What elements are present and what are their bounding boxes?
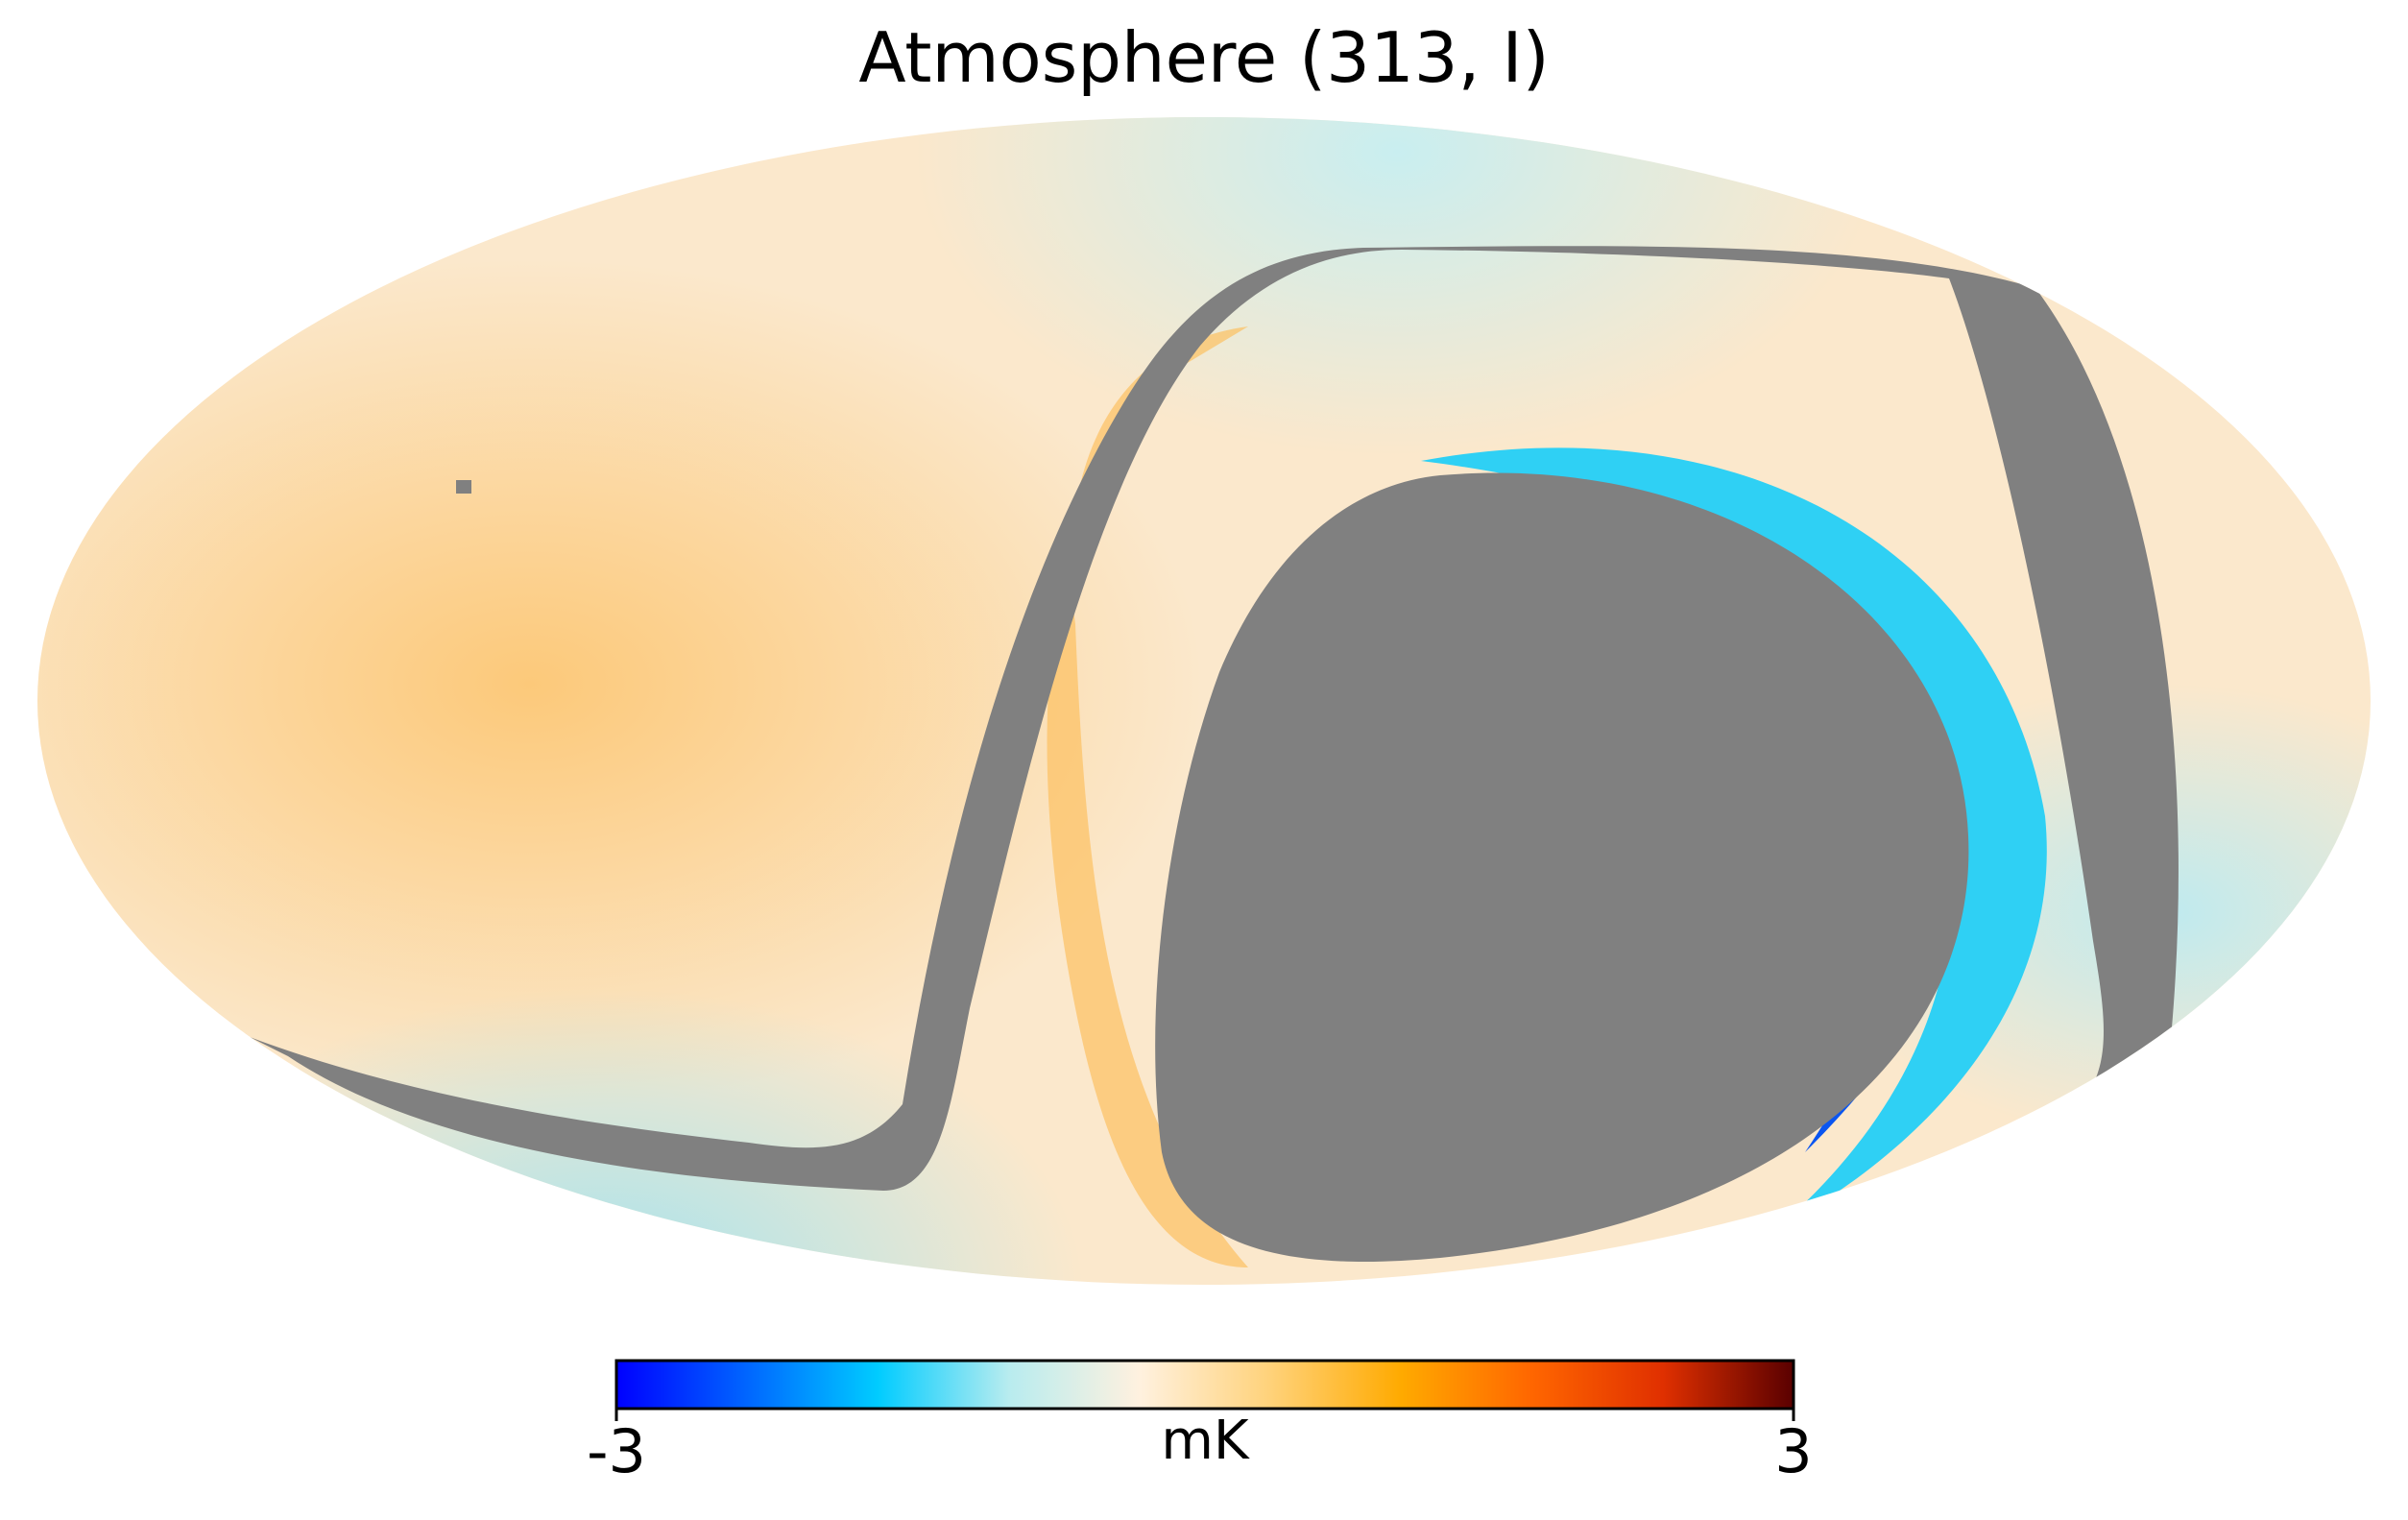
colorbar-min-label: -3: [587, 1416, 646, 1486]
colorbar-unit-label: mK: [1161, 1410, 1249, 1472]
colorbar-max-label: 3: [1774, 1416, 1813, 1486]
colorbar: [614, 1359, 1795, 1411]
map-title: Atmosphere (313, I): [858, 17, 1550, 98]
masked-oval: [1155, 472, 1969, 1263]
masked-band: [250, 246, 2179, 1191]
masked-spot: [456, 480, 471, 494]
